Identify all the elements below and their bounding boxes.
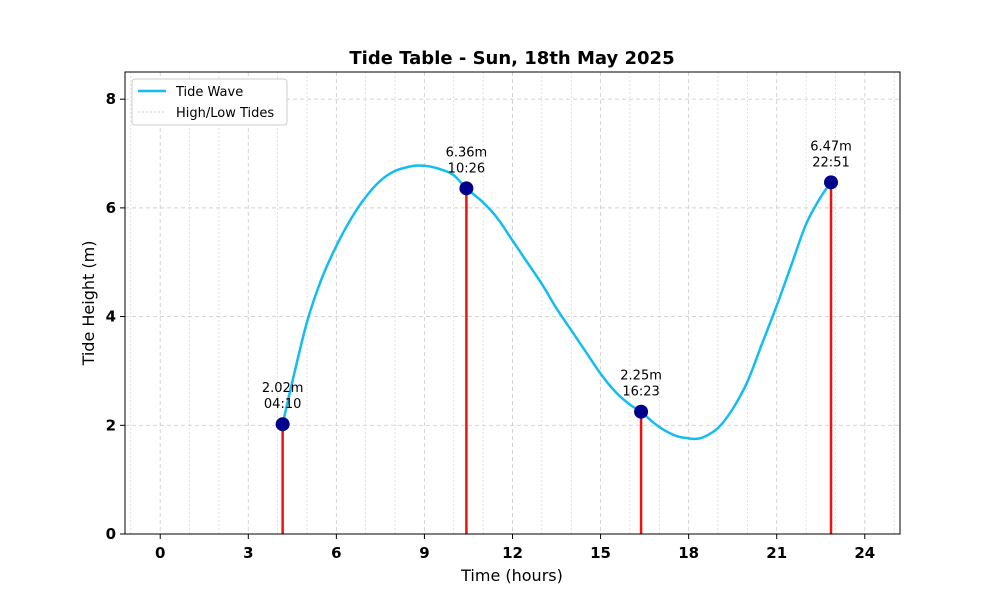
tide-stems [281,182,833,534]
x-tick-label: 12 [502,544,523,562]
legend-tides-label: High/Low Tides [176,106,274,121]
legend: Tide Wave High/Low Tides [131,78,288,126]
legend-wave-label: Tide Wave [175,85,243,100]
tide-height-label: 6.36m [446,145,488,160]
legend-box [131,78,288,126]
x-tick-label: 24 [854,544,875,562]
x-tick-label: 15 [590,544,611,562]
tide-height-label: 6.47m [810,139,852,154]
tide-marker [824,175,839,190]
y-tick-label: 2 [106,416,116,434]
tide-marker [275,417,290,432]
chart-title: Tide Table - Sun, 18th May 2025 [349,48,674,69]
x-tick-label: 0 [155,544,165,562]
tide-height-label: 2.25m [620,369,662,384]
x-axis-label: Time (hours) [460,566,563,585]
x-tick-label: 9 [419,544,429,562]
tide-wave-line [281,164,833,441]
x-tick-label: 6 [331,544,341,562]
x-axis-ticks: 0 3 6 9 12 15 18 21 24 [155,534,875,562]
tide-marker [634,404,649,419]
x-tick-label: 3 [243,544,253,562]
y-tick-label: 8 [106,90,116,108]
tide-time-label: 10:26 [448,161,485,176]
y-tick-label: 6 [106,199,116,217]
grid [125,72,900,535]
y-tick-label: 0 [106,525,116,543]
tide-marker [459,181,474,196]
x-tick-label: 21 [766,544,787,562]
tide-height-label: 2.02m [262,381,304,396]
tide-time-label: 22:51 [812,155,849,170]
tide-time-label: 04:10 [264,397,301,412]
y-axis-label: Tide Height (m) [79,241,98,367]
y-axis-ticks: 0 2 4 6 8 [106,90,125,543]
tide-markers [275,175,839,432]
tide-time-label: 16:23 [622,385,659,400]
x-tick-label: 18 [678,544,699,562]
y-tick-label: 4 [106,308,116,326]
